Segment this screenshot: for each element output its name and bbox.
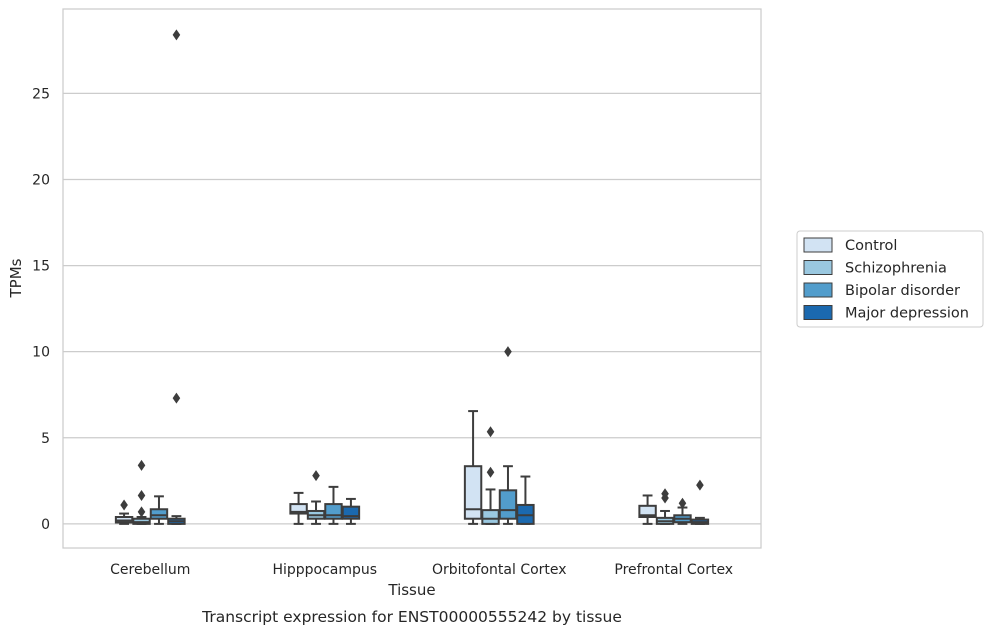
- box-iqr: [463, 465, 483, 520]
- plot-frame: [62, 8, 762, 549]
- box-3-1: [655, 488, 675, 525]
- box-3-0: [638, 494, 657, 525]
- box-iqr: [498, 489, 518, 520]
- x-tick-label: Orbitofontal Cortex: [432, 562, 567, 578]
- box-0-2: [149, 495, 169, 525]
- y-tick-label: 15: [32, 259, 50, 275]
- plot-background: [63, 9, 761, 548]
- legend: Control Schizophrenia Bipolar disorder Majo…: [796, 230, 984, 328]
- chart-caption: Transcript expression for ENST0000055524…: [201, 608, 622, 626]
- legend-label: Bipolar disorder: [845, 283, 960, 299]
- x-tick-label: Hipppocampus: [272, 562, 377, 578]
- box-iqr: [324, 503, 343, 520]
- box-0-0: [114, 499, 134, 525]
- y-tick-label: 0: [41, 517, 50, 533]
- x-axis-label: Tissue: [387, 581, 435, 599]
- legend-swatch: [803, 305, 833, 320]
- legend-swatch: [803, 237, 833, 253]
- box-layer: [114, 29, 710, 525]
- legend-label: Schizophrenia: [845, 261, 947, 277]
- legend-frame: [796, 230, 984, 328]
- y-tick-label: 25: [32, 86, 50, 102]
- y-tick-labels: 0 5 10 15 20 25: [32, 86, 50, 533]
- box-2-0: [463, 410, 483, 525]
- box-1-0: [289, 491, 308, 525]
- box-1-2: [324, 485, 343, 525]
- legend-label: Major depression: [845, 306, 969, 322]
- box-3-2: [673, 497, 692, 525]
- outlier-point: [172, 29, 181, 41]
- box-iqr: [638, 504, 657, 519]
- box-2-3: [516, 475, 535, 525]
- box-2-1: [481, 426, 500, 525]
- outlier-point: [504, 346, 512, 358]
- outlier-point: [486, 426, 495, 438]
- outlier-point: [312, 470, 320, 482]
- y-tick-label: 20: [32, 172, 50, 188]
- outlier-point: [661, 488, 669, 500]
- box-iqr: [481, 509, 500, 525]
- box-2-2: [498, 346, 518, 525]
- outlier-point: [486, 466, 495, 478]
- y-tick-label: 5: [41, 431, 50, 447]
- y-tick-label: 10: [32, 345, 50, 361]
- outlier-point: [678, 497, 687, 509]
- box-iqr: [289, 503, 308, 515]
- outlier-point: [120, 499, 128, 511]
- x-tick-label: Prefrontal Cortex: [614, 562, 733, 578]
- outlier-point: [172, 392, 181, 404]
- outlier-point: [696, 479, 704, 491]
- box-1-3: [341, 497, 361, 525]
- box-1-1: [306, 470, 326, 525]
- legend-label: Control: [845, 238, 897, 254]
- outlier-point: [137, 506, 146, 518]
- box-0-3: [167, 29, 186, 525]
- x-tick-labels: Cerebellum Hipppocampus Orbitofontal Corte…: [110, 562, 733, 578]
- legend-swatch: [803, 260, 833, 275]
- legend-swatch: [803, 282, 833, 298]
- box-0-1: [132, 459, 151, 525]
- box-iqr: [149, 508, 169, 520]
- outlier-point: [137, 459, 146, 471]
- x-tick-label: Cerebellum: [110, 562, 190, 578]
- outlier-point: [137, 489, 146, 501]
- box-3-3: [690, 479, 710, 525]
- y-axis-label: TPMs: [7, 258, 25, 298]
